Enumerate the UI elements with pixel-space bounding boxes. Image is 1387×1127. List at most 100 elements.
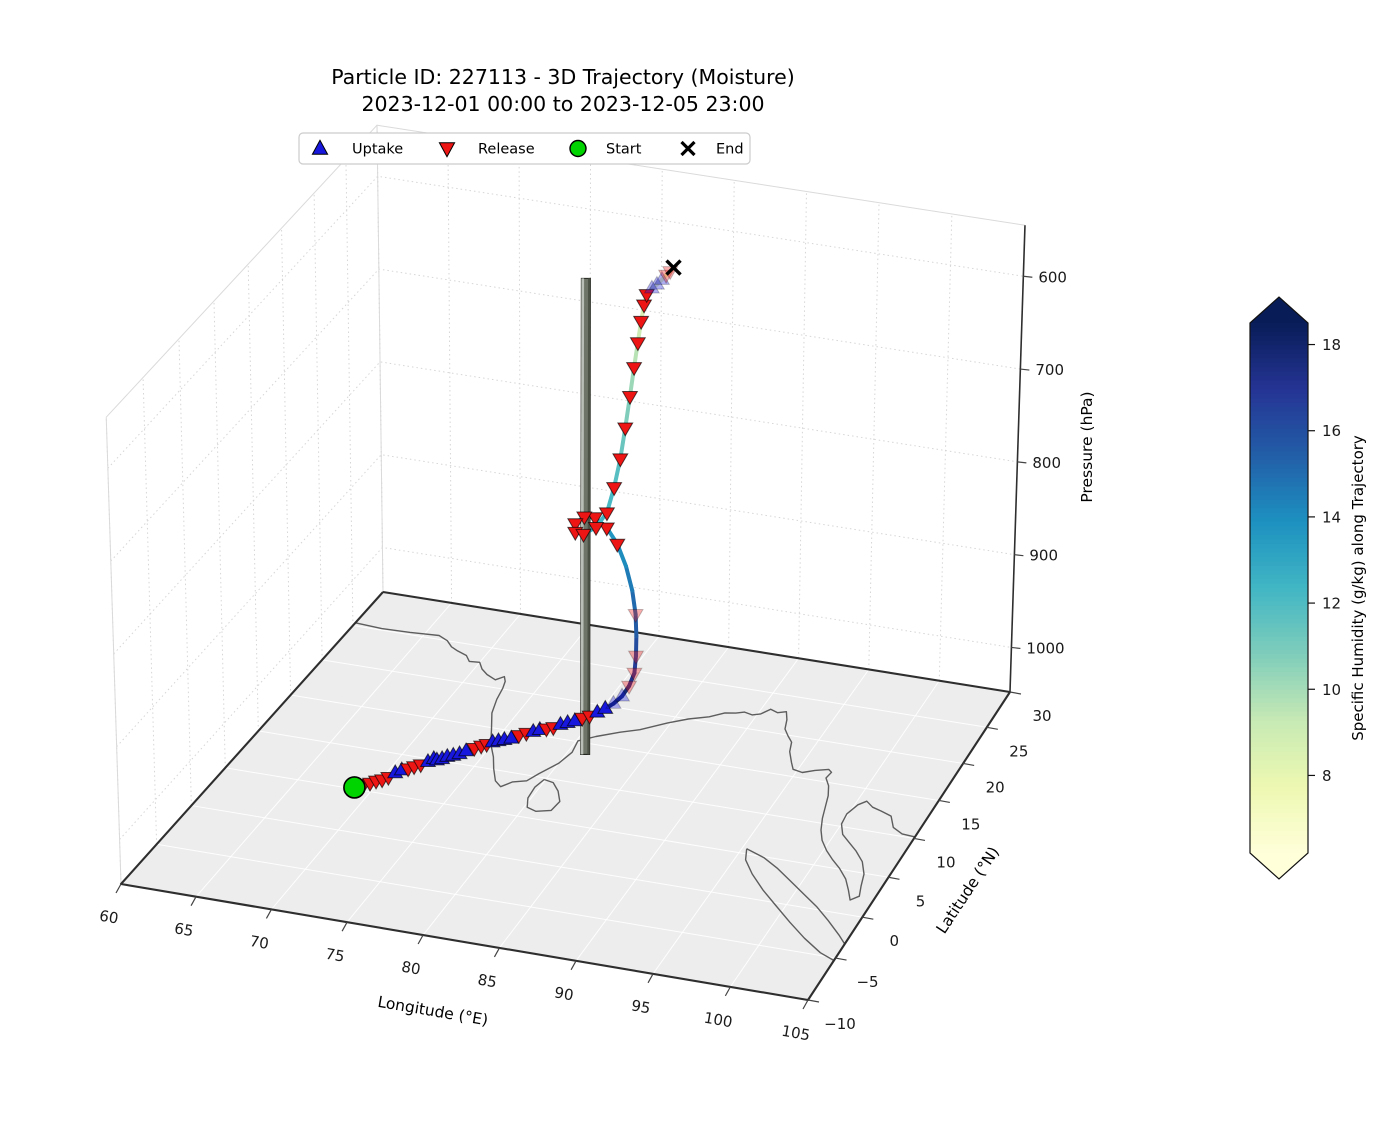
colorbar-gradient-step <box>1250 570 1308 576</box>
release-marker <box>632 315 650 331</box>
colorbar-gradient-step <box>1250 420 1308 426</box>
longitude-wall-gridline <box>938 213 953 681</box>
pressure-gridline <box>113 361 1018 655</box>
release-marker <box>621 391 639 406</box>
colorbar-gradient-step <box>1250 517 1308 523</box>
colorbar-gradient-step <box>1250 548 1308 554</box>
uptake-legend-label: Uptake <box>352 142 403 158</box>
x-tick-label: 95 <box>630 996 652 1017</box>
colorbar-gradient-step <box>1250 565 1308 572</box>
start-legend-label: Start <box>606 142 642 158</box>
colorbar-gradient-step <box>1250 614 1308 620</box>
colorbar-gradient-step <box>1250 702 1308 709</box>
chart-title: Particle ID: 227113 - 3D Trajectory (Moi… <box>331 65 795 89</box>
x-tick-label: 70 <box>248 932 270 953</box>
x-tick <box>724 986 731 997</box>
colorbar-gradient-step <box>1250 535 1308 541</box>
x-tick-label: 100 <box>703 1009 734 1032</box>
uptake-marker-faded <box>648 275 666 290</box>
release-marker <box>605 482 623 497</box>
colorbar-gradient-step <box>1250 724 1308 731</box>
y-tick <box>963 762 975 767</box>
release-legend-icon <box>438 142 456 158</box>
colorbar-gradient-step <box>1250 658 1308 664</box>
x-tick-label: 90 <box>553 983 575 1004</box>
floor-gridline <box>352 625 987 728</box>
x-tick <box>341 921 348 932</box>
colorbar-outline <box>1249 296 1309 880</box>
colorbar-gradient-step <box>1250 808 1308 815</box>
y-tick <box>986 726 998 730</box>
end-legend-label: End <box>716 142 744 158</box>
colorbar-gradient-step <box>1250 755 1308 762</box>
uptake-marker-faded <box>613 687 631 702</box>
colorbar-gradient-step <box>1250 512 1308 519</box>
colorbar-gradient-step <box>1250 804 1308 810</box>
colorbar-gradient-step <box>1250 557 1308 563</box>
x-tick-label: 75 <box>324 945 346 966</box>
uptake-legend-icon <box>311 139 329 155</box>
colorbar-gradient-step <box>1250 773 1308 779</box>
colorbar-gradient-step <box>1250 618 1308 625</box>
colorbar-gradient-step <box>1250 844 1308 850</box>
x-tick <box>570 960 577 971</box>
longitude-wall-gridline <box>658 169 663 637</box>
z-tick-label: 600 <box>1038 268 1067 286</box>
colorbar-gradient-step <box>1250 327 1308 333</box>
end-marker <box>665 259 682 276</box>
floor-gridline <box>499 646 730 949</box>
colorbar-gradient-step <box>1250 362 1308 368</box>
colorbar-gradient-step <box>1250 671 1308 678</box>
colorbar-gradient-step <box>1250 791 1308 797</box>
colorbar-gradient-step <box>1250 526 1308 532</box>
floor-gridline <box>422 635 660 936</box>
colorbar-gradient-step <box>1250 826 1308 832</box>
colorbar-gradient-step <box>1250 848 1308 854</box>
colorbar-gradient-step <box>1250 473 1308 479</box>
release-marker-faded <box>626 667 643 682</box>
longitude-wall-gridline <box>447 136 453 603</box>
colorbar-gradient-step <box>1250 508 1308 514</box>
y-tick-label: 0 <box>890 932 900 950</box>
chart-subtitle: 2023-12-01 00:00 to 2023-12-05 23:00 <box>361 92 764 116</box>
floor-gridline <box>729 680 940 988</box>
colorbar-gradient-step <box>1250 667 1308 673</box>
floor-gridline <box>191 805 863 918</box>
release-marker <box>575 528 592 544</box>
colorbar-gradient-step <box>1250 777 1308 784</box>
colorbar-gradient-step <box>1250 521 1308 527</box>
x-tick-label: 105 <box>780 1022 811 1045</box>
y-tick <box>1009 691 1022 695</box>
colorbar-gradient-step <box>1250 583 1308 589</box>
release-marker <box>625 362 643 377</box>
colorbar-gradient-step <box>1250 574 1308 580</box>
colorbar-gradient-step <box>1250 490 1308 497</box>
colorbar-gradient-step <box>1250 596 1308 603</box>
longitude-wall-gridline <box>798 191 807 659</box>
legend-box <box>298 132 751 165</box>
colorbar-gradient-step <box>1250 402 1308 408</box>
uptake-marker-faded <box>653 270 671 285</box>
x-tick-label: 65 <box>173 919 195 940</box>
x-tick-label: 80 <box>400 958 422 979</box>
colorbar-gradient-step <box>1250 530 1308 536</box>
start-legend-icon <box>569 139 587 158</box>
floor-gridline <box>322 659 964 764</box>
latitude-wall-gridline <box>247 264 259 731</box>
colorbar-gradient-step <box>1250 680 1308 686</box>
colorbar-gradient-step <box>1250 747 1308 753</box>
y-tick <box>938 799 950 804</box>
y-tick <box>835 957 847 961</box>
z-tick-label: 800 <box>1032 454 1061 472</box>
trajectory-segment <box>632 653 638 676</box>
z-tick <box>1014 554 1024 557</box>
trajectory-segment <box>633 612 639 639</box>
colorbar-gradient-step <box>1250 676 1308 682</box>
z-tick-label: 1000 <box>1026 639 1064 657</box>
colorbar-gradient-step <box>1250 800 1308 806</box>
colorbar-tick-label: 8 <box>1322 767 1332 785</box>
box-edge <box>105 417 122 885</box>
pressure-gridline <box>107 175 1024 469</box>
colorbar-gradient-step <box>1250 839 1308 845</box>
colorbar-gradient-step <box>1250 716 1308 722</box>
